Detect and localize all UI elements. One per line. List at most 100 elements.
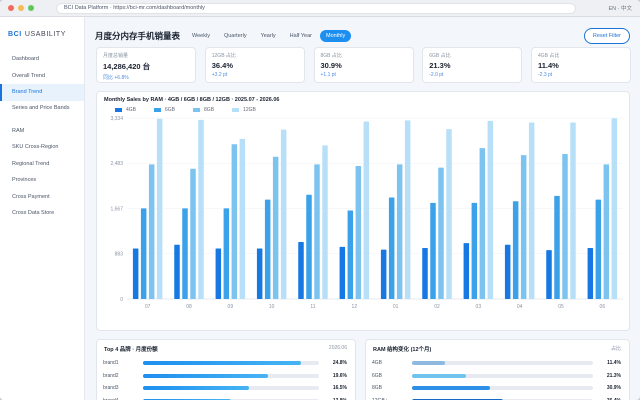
legend-item-4gb[interactable]: 4GB xyxy=(115,107,136,113)
brand-bar-track xyxy=(143,398,319,400)
x-tick-label: 02 xyxy=(434,304,440,310)
kpi-card-12gb[interactable]: 12GB 占比 36.4% +3.2 pt xyxy=(204,47,305,83)
sidebar-item-cross-payment[interactable]: Cross Payment xyxy=(12,193,50,200)
bar-6gb-11 xyxy=(306,194,312,299)
x-tick-label: 03 xyxy=(476,304,482,310)
bar-6gb-07 xyxy=(140,208,147,299)
sidebar-item-series-price-bands[interactable]: Series and Price Bands xyxy=(12,104,70,111)
ram-row[interactable]: 8GB 30.9% xyxy=(372,383,621,393)
bar-4gb-11 xyxy=(298,241,304,299)
ram-bar-track xyxy=(412,361,593,365)
legend-item-6gb[interactable]: 6GB xyxy=(154,107,175,113)
brand-bar-track xyxy=(143,373,319,378)
bar-6gb-05 xyxy=(554,195,560,299)
sidebar-item-cross-data-store[interactable]: Cross Data Store xyxy=(12,210,55,216)
x-tick-label: 06 xyxy=(600,304,606,310)
bar-6gb-03 xyxy=(471,202,478,299)
tab-half-year[interactable]: Half Year xyxy=(289,33,312,39)
sidebar: BCI USABILITY Dashboard Overall Trend Br… xyxy=(0,17,85,400)
bar-8gb-03 xyxy=(479,148,486,299)
brand-bar-fill xyxy=(143,398,231,400)
brand-bar-fill xyxy=(143,386,249,390)
kpi-delta: +3.2 pt xyxy=(211,72,228,78)
ram-value: 36.4% xyxy=(593,398,621,400)
bar-12gb-08 xyxy=(198,119,204,300)
tab-weekly[interactable]: Weekly xyxy=(192,33,210,39)
bar-12gb-03 xyxy=(487,120,494,299)
logo: BCI USABILITY xyxy=(0,17,84,51)
reset-filter-button[interactable]: Reset Filter xyxy=(583,28,630,44)
sidebar-item-sku-cross-region[interactable]: SKU Cross-Region xyxy=(12,144,59,150)
brand-row[interactable]: brand1 24.8% xyxy=(103,358,347,368)
kpi-delta: -2.0 pt xyxy=(429,72,444,78)
bar-12gb-09 xyxy=(239,138,246,299)
x-tick-label: 05 xyxy=(558,304,564,310)
y-tick-label: 3,334 xyxy=(110,116,123,122)
chart-title: Monthly Sales by RAM · 4GB / 6GB / 8GB /… xyxy=(104,97,280,103)
ram-bar-track xyxy=(412,398,593,400)
minimize-dot-icon[interactable] xyxy=(18,5,24,11)
kpi-title: 8GB 占比 xyxy=(320,53,342,59)
bar-8gb-02 xyxy=(438,167,444,299)
kpi-card-total[interactable]: 月度总销量 14,286,420 台 同比 +6.8% xyxy=(96,47,196,83)
sidebar-item-dashboard[interactable]: Dashboard xyxy=(12,56,39,62)
bar-8gb-07 xyxy=(148,164,155,299)
ram-row[interactable]: 4GB 11.4% xyxy=(372,358,621,368)
tab-quarterly[interactable]: Quarterly xyxy=(223,33,247,39)
top-brands-date: 2026.06 xyxy=(328,345,347,351)
brand-value: 16.5% xyxy=(332,385,347,391)
top-brands-title: Top 4 品牌 · 月度份额 xyxy=(104,347,158,353)
chart-legend: 4GB 6GB 8GB 12GB xyxy=(115,107,274,113)
sidebar-item-provinces[interactable]: Provinces xyxy=(12,177,37,183)
sidebar-item-ram[interactable]: RAM xyxy=(12,127,25,134)
ram-row[interactable]: 6GB 21.3% xyxy=(372,371,621,381)
kpi-title: 月度总销量 xyxy=(103,53,129,59)
kpi-value: 36.4% xyxy=(211,61,234,70)
y-tick-label: 2,483 xyxy=(110,161,123,167)
bar-12gb-06 xyxy=(611,118,618,299)
brand-row[interactable]: brand2 19.6% xyxy=(103,371,347,381)
bar-4gb-02 xyxy=(422,247,428,299)
bar-12gb-11 xyxy=(322,145,328,299)
tab-yearly[interactable]: Yearly xyxy=(260,33,276,39)
sidebar-item-overall-trend[interactable]: Overall Trend xyxy=(12,72,46,79)
x-tick-label: 10 xyxy=(269,304,275,310)
legend-swatch xyxy=(115,108,122,112)
brand-row[interactable]: brand4 13.8% xyxy=(103,396,347,400)
brand-value: 13.8% xyxy=(319,398,347,400)
ram-label: 6GB xyxy=(372,372,383,379)
legend-swatch xyxy=(232,108,240,112)
ram-label: 4GB xyxy=(372,360,383,366)
kpi-card-6gb[interactable]: 6GB 占比 21.3% -2.0 pt xyxy=(422,47,523,83)
sidebar-item-regional-trend[interactable]: Regional Trend xyxy=(12,160,50,167)
bar-6gb-01 xyxy=(388,197,395,299)
kpi-card-8gb[interactable]: 8GB 占比 30.9% +1.1 pt xyxy=(313,47,414,83)
maximize-dot-icon[interactable] xyxy=(28,5,34,11)
ram-row[interactable]: 12GB+ 36.4% xyxy=(372,396,621,400)
legend-label: 8GB xyxy=(204,107,215,113)
ram-bar-fill xyxy=(412,398,503,400)
bar-4gb-07 xyxy=(132,248,139,299)
legend-item-8gb[interactable]: 8GB xyxy=(193,107,214,113)
x-tick-label: 08 xyxy=(186,304,192,310)
ram-value: 21.3% xyxy=(606,372,621,379)
bar-8gb-12 xyxy=(355,165,362,299)
ram-label: 8GB xyxy=(372,385,383,391)
bar-12gb-01 xyxy=(404,120,411,299)
brand-label: brand4 xyxy=(103,398,143,400)
x-tick-label: 12 xyxy=(352,304,358,310)
tab-monthly[interactable]: Monthly xyxy=(320,30,352,42)
brand-row[interactable]: brand3 16.5% xyxy=(103,383,347,393)
address-bar[interactable]: BCI Data Platform · https://bci-mr.com/d… xyxy=(56,2,576,14)
bar-8gb-05 xyxy=(562,154,568,299)
ram-value: 30.9% xyxy=(606,385,621,391)
language-switch[interactable]: EN · 中文 xyxy=(608,6,632,12)
kpi-title: 12GB 占比 xyxy=(211,53,236,59)
kpi-card-4gb[interactable]: 4GB 占比 11.4% -2.3 pt xyxy=(531,47,631,83)
legend-item-12gb[interactable]: 12GB xyxy=(232,107,256,113)
close-dot-icon[interactable] xyxy=(8,5,14,11)
bar-8gb-04 xyxy=(520,155,527,299)
bar-8gb-06 xyxy=(603,164,610,299)
brand-bar-fill xyxy=(143,361,302,365)
sidebar-item-brand-trend[interactable]: Brand Trend xyxy=(0,84,84,101)
